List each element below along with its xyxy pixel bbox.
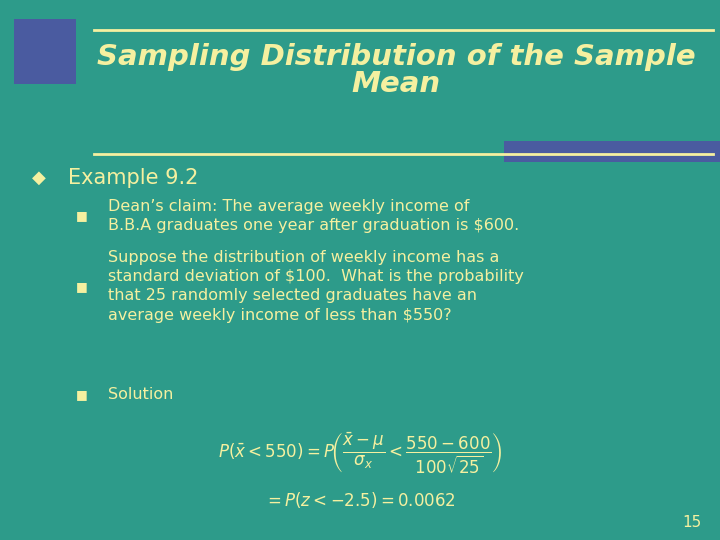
Text: Example 9.2: Example 9.2 (68, 168, 199, 188)
Text: Mean: Mean (351, 70, 441, 98)
Text: ■: ■ (76, 210, 87, 222)
Text: that 25 randomly selected graduates have an: that 25 randomly selected graduates have… (108, 288, 477, 303)
Text: B.B.A graduates one year after graduation is $600.: B.B.A graduates one year after graduatio… (108, 218, 519, 233)
Text: standard deviation of $100.  What is the probability: standard deviation of $100. What is the … (108, 269, 524, 284)
Text: $= P(z < -2.5) = 0.0062$: $= P(z < -2.5) = 0.0062$ (264, 489, 456, 510)
Text: ■: ■ (76, 280, 87, 293)
Text: Dean’s claim: The average weekly income of: Dean’s claim: The average weekly income … (108, 199, 469, 214)
Text: Suppose the distribution of weekly income has a: Suppose the distribution of weekly incom… (108, 249, 500, 265)
Text: 15: 15 (683, 515, 702, 530)
FancyBboxPatch shape (504, 141, 720, 162)
Text: Sampling Distribution of the Sample: Sampling Distribution of the Sample (96, 43, 696, 71)
FancyBboxPatch shape (14, 19, 76, 84)
Text: ◆: ◆ (32, 169, 46, 187)
Text: $P(\bar{x} < 550) = P\!\left(\dfrac{\bar{x} - \mu}{\sigma_x} < \dfrac{550 - 600}: $P(\bar{x} < 550) = P\!\left(\dfrac{\bar… (217, 431, 503, 476)
Text: average weekly income of less than $550?: average weekly income of less than $550? (108, 308, 451, 323)
Text: ■: ■ (76, 388, 87, 401)
Text: Solution: Solution (108, 387, 174, 402)
